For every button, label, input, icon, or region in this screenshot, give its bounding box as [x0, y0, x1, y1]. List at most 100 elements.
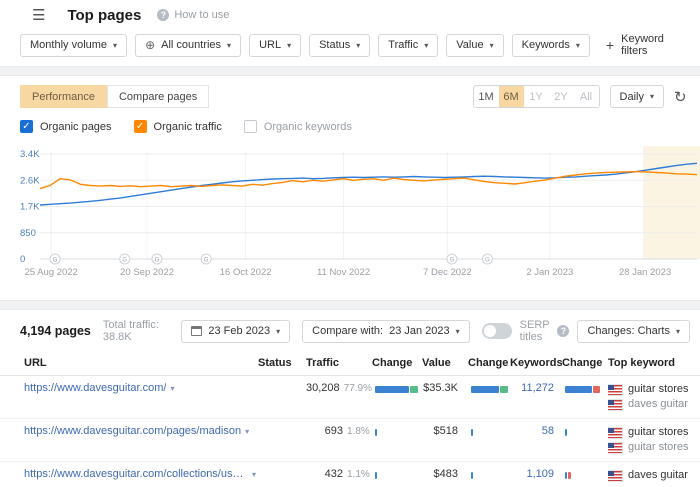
changes-view-dropdown[interactable]: Changes: Charts ▾	[577, 319, 690, 343]
calendar-icon	[191, 326, 203, 336]
table-header: URL Status Traffic Change Value Change K…	[0, 351, 700, 376]
column-header-keywords[interactable]: Keywords	[510, 357, 563, 369]
total-traffic-value: 38.8K	[102, 331, 132, 343]
svg-text:G: G	[155, 258, 160, 264]
column-header-value-change[interactable]: Change	[468, 357, 509, 369]
total-traffic-label: Total traffic:	[102, 319, 159, 331]
chevron-down-icon: ▾	[287, 40, 292, 50]
top-keyword-text: guitar stores madison	[628, 441, 690, 453]
svg-text:7 Dec 2022: 7 Dec 2022	[423, 267, 472, 278]
column-header-url[interactable]: URL	[24, 357, 47, 369]
svg-text:16 Oct 2022: 16 Oct 2022	[220, 267, 272, 278]
tabs-row: Performance Compare pages 1M 6M 1Y 2Y Al…	[0, 76, 700, 108]
traffic-filter[interactable]: Traffic ▾	[378, 33, 439, 57]
keywords-count[interactable]: 1,109	[526, 468, 554, 480]
table-body: https://www.davesguitar.com/ ▾ 30,208 77…	[0, 376, 700, 487]
us-flag-icon	[608, 427, 622, 438]
add-keyword-filters-button[interactable]: + Keyword filters	[606, 33, 688, 57]
svg-text:G: G	[53, 258, 58, 264]
checkbox-checked-icon[interactable]: ✓	[20, 120, 33, 133]
range-1y-button[interactable]: 1Y	[523, 86, 549, 107]
column-header-traffic[interactable]: Traffic	[306, 357, 340, 369]
keywords-cell: 11,272	[510, 382, 560, 394]
keywords-count[interactable]: 11,272	[521, 382, 554, 394]
serp-titles-toggle[interactable]	[481, 323, 512, 339]
top-keyword: daves guitar shop	[608, 468, 690, 483]
keywords-filter[interactable]: Keywords ▾	[511, 33, 590, 57]
hamburger-menu-icon[interactable]: ☰	[32, 7, 46, 24]
globe-icon: ⊕	[145, 38, 156, 52]
svg-text:850: 850	[20, 228, 36, 239]
traffic-percent: 77.9%	[343, 383, 373, 394]
tab-compare-pages[interactable]: Compare pages	[106, 85, 210, 108]
value-cell: $483	[433, 468, 458, 480]
page-url-link[interactable]: https://www.davesguitar.com/	[24, 382, 167, 394]
chevron-down-icon[interactable]: ▾	[251, 469, 256, 479]
chevron-down-icon: ▾	[356, 40, 361, 50]
monthly-volume-filter[interactable]: Monthly volume ▾	[20, 33, 128, 57]
keywords-change-bar	[562, 468, 606, 482]
value-filter[interactable]: Value ▾	[446, 33, 504, 57]
refresh-icon[interactable]: ↻	[674, 88, 687, 106]
chevron-down-icon[interactable]: ▾	[170, 383, 175, 393]
checkbox-unchecked-icon[interactable]	[243, 120, 257, 133]
top-keyword-cell: daves guitar shop	[608, 468, 690, 483]
range-1m-button[interactable]: 1M	[473, 86, 499, 107]
traffic-value: 432	[324, 468, 343, 480]
legend-organic-keywords[interactable]: Organic keywords	[243, 120, 352, 133]
table-row: https://www.davesguitar.com/ ▾ 30,208 77…	[0, 376, 700, 419]
legend-organic-keywords-label: Organic keywords	[263, 120, 352, 133]
chevron-down-icon[interactable]: ▾	[245, 426, 250, 436]
value-filter-label: Value	[456, 39, 484, 51]
page-title: Top pages	[67, 6, 142, 24]
top-keyword: guitar stores madison wi	[608, 425, 690, 440]
add-keyword-filters-label: Keyword filters	[621, 33, 664, 57]
how-to-use-link[interactable]: ? How to use	[157, 9, 229, 21]
column-header-traffic-change[interactable]: Change	[372, 357, 413, 369]
range-2y-button[interactable]: 2Y	[548, 86, 574, 107]
changes-view-label: Changes: Charts	[587, 325, 670, 337]
status-filter[interactable]: Status ▾	[309, 33, 371, 57]
column-header-top-keyword[interactable]: Top keyword	[608, 357, 676, 369]
keywords-change-bar	[562, 425, 606, 439]
chevron-down-icon: ▾	[675, 326, 680, 336]
monthly-volume-label: Monthly volume	[30, 39, 108, 51]
compare-date-button[interactable]: Compare with: 23 Jan 2023 ▾	[302, 319, 470, 343]
svg-text:3.4K: 3.4K	[20, 149, 40, 160]
checkbox-checked-icon[interactable]: ✓	[133, 120, 147, 133]
top-keyword-text: daves guitar shop	[628, 398, 690, 410]
column-header-value[interactable]: Value	[422, 357, 451, 369]
column-header-keywords-change[interactable]: Change	[562, 357, 603, 369]
url-filter-label: URL	[259, 39, 282, 51]
traffic-percent: 1.1%	[347, 469, 370, 480]
svg-text:1.7K: 1.7K	[20, 202, 40, 213]
table-row: https://www.davesguitar.com/collections/…	[0, 462, 700, 487]
table-toolbar: 4,194 pages Total traffic: 38.8K 23 Feb …	[0, 310, 700, 351]
range-all-button[interactable]: All	[573, 86, 599, 107]
traffic-chart: 25 Aug 2022 20 Sep 2022 16 Oct 2022 11 Nov …	[20, 146, 700, 278]
granularity-label: Daily	[619, 90, 644, 103]
countries-filter[interactable]: ⊕ All countries ▾	[135, 33, 242, 57]
svg-text:G: G	[485, 258, 490, 264]
top-keyword: guitar stores madison	[608, 440, 690, 455]
tab-performance[interactable]: Performance	[20, 85, 107, 108]
granularity-dropdown[interactable]: Daily ▾	[609, 85, 664, 108]
traffic-percent: 1.8%	[347, 426, 370, 437]
chevron-down-icon: ▾	[424, 40, 429, 50]
legend-organic-traffic[interactable]: ✓ Organic traffic	[133, 120, 222, 133]
table-row: https://www.davesguitar.com/pages/madiso…	[0, 419, 700, 462]
chevron-down-icon: ▾	[575, 40, 580, 50]
page-url-link[interactable]: https://www.davesguitar.com/collections/…	[24, 468, 248, 480]
value-cell: $35.3K	[423, 382, 458, 394]
keywords-count[interactable]: 58	[541, 425, 554, 437]
us-flag-icon	[608, 442, 622, 453]
date-picker-button[interactable]: 23 Feb 2023 ▾	[181, 319, 291, 343]
url-filter[interactable]: URL ▾	[249, 33, 302, 57]
column-header-status[interactable]: Status	[258, 357, 292, 369]
svg-text:2.6K: 2.6K	[20, 175, 40, 186]
countries-label: All countries	[161, 39, 222, 51]
legend-organic-pages[interactable]: ✓ Organic pages	[20, 120, 112, 133]
page-url-link[interactable]: https://www.davesguitar.com/pages/madiso…	[24, 425, 242, 437]
range-6m-button[interactable]: 6M	[498, 86, 524, 107]
help-icon: ?	[157, 9, 170, 21]
